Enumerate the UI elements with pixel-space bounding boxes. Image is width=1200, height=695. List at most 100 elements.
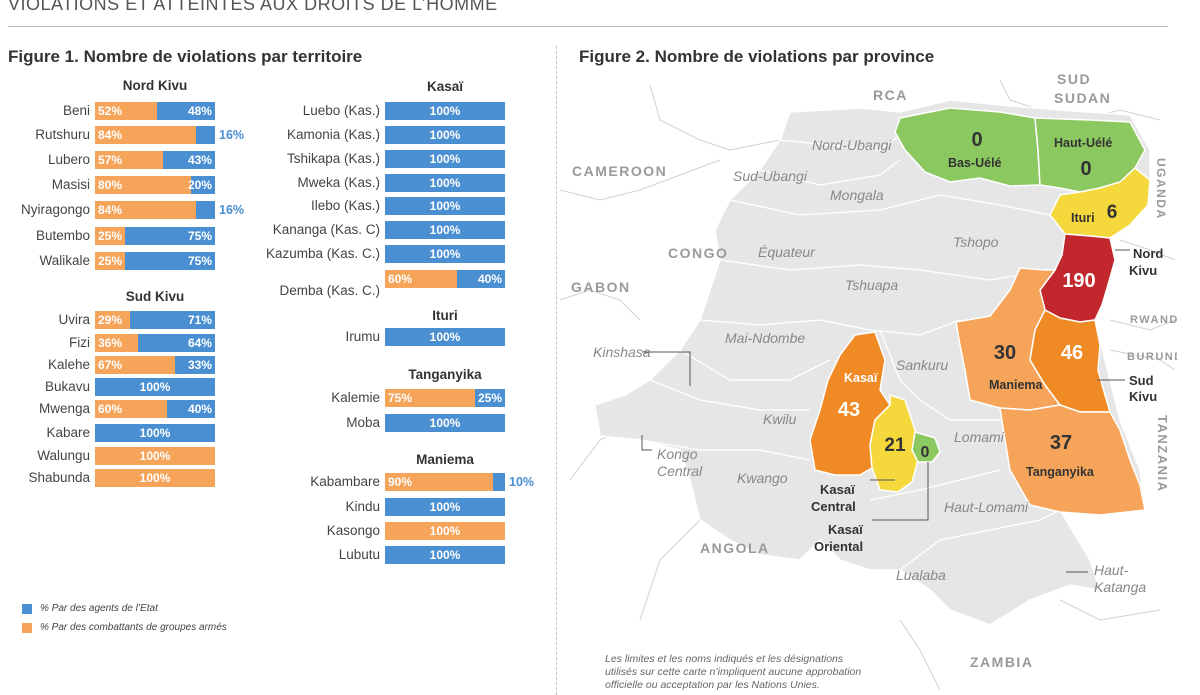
- callout-lines: [641, 249, 1130, 573]
- bar-value-state-agents: 100%: [429, 416, 461, 430]
- bar-segment-state-agents: 100%: [385, 498, 505, 516]
- stacked-bar: 29% 71%: [95, 311, 215, 329]
- territory-label: Irumu: [345, 329, 380, 344]
- bar-segment-armed-groups: 75%: [385, 389, 475, 407]
- label-lomami: Lomami: [954, 429, 1005, 445]
- bar-segment-armed-groups: 67%: [95, 356, 176, 374]
- stacked-bar: 100%: [385, 522, 505, 540]
- bar-value-state-agents: 75%: [187, 229, 212, 243]
- stacked-bar: 57% 43%: [95, 151, 215, 169]
- bar-segment-armed-groups: 84%: [95, 201, 196, 219]
- bar-segment-state-agents: 100%: [385, 197, 505, 215]
- country-rca: RCA: [873, 87, 908, 103]
- province-name-labels: Bas-Uélé Haut-Uélé Ituri Maniema Tangany…: [844, 136, 1112, 479]
- bar-segment-state-agents: 48%: [157, 102, 215, 120]
- territory-label: Luebo (Kas.): [302, 103, 380, 118]
- bar-value-armed-groups: 84%: [98, 128, 123, 142]
- province-kasai-oriental: [911, 431, 941, 463]
- territory-label: Nyiragongo: [20, 202, 90, 217]
- stacked-bar: 80% 20%: [95, 176, 215, 194]
- stacked-bar: 25% 75%: [95, 252, 215, 270]
- territory-label: Walikale: [39, 253, 90, 268]
- bar-segment-armed-groups: 25%: [95, 252, 125, 270]
- bar-value-state-agents: 100%: [429, 199, 461, 213]
- bar-value-state-agents: 33%: [187, 358, 212, 372]
- province-tanganyika: [999, 404, 1146, 516]
- callout-labels: Nord Kivu Sud Kivu Kasaï Central Kasaï O…: [811, 246, 1163, 554]
- bar-value-armed-groups: 60%: [98, 402, 123, 416]
- bar-value-state-agents: 100%: [429, 152, 461, 166]
- bar-value-state-agents: 64%: [187, 336, 212, 350]
- bar-segment-state-agents: 40%: [457, 270, 505, 288]
- country-labels: RCA SUD SUDAN CAMEROON CONGO GABON ANGOL…: [571, 71, 1177, 670]
- bar-value-state-agents: 100%: [429, 223, 461, 237]
- callout-kasai-o: Kasaï: [828, 522, 863, 537]
- disclaimer-line-3: officielle ou acceptation par les Nation…: [605, 679, 820, 691]
- bar-value-state-agents: 100%: [429, 104, 461, 118]
- stacked-bar: 100%: [385, 102, 505, 120]
- bar-value-armed-groups: 80%: [98, 178, 123, 192]
- bar-value-state-agents: 10%: [509, 475, 535, 489]
- territory-label: Fizi: [69, 335, 90, 350]
- bar-segment-armed-groups: 100%: [95, 469, 215, 487]
- territory-label: Kazumba (Kas. C.): [265, 246, 380, 261]
- country-rwanda: RWANDA: [1130, 314, 1177, 326]
- bar-value-state-agents: 100%: [429, 128, 461, 142]
- stacked-bar: 60% 40%: [95, 400, 215, 418]
- label-tshuapa: Tshuapa: [845, 277, 898, 293]
- bar-value-state-agents: 100%: [429, 548, 461, 562]
- bar-value-state-agents: 100%: [139, 380, 171, 394]
- callout-kasai-c: Kasaï: [820, 482, 855, 497]
- stacked-bar: 100%: [385, 414, 505, 432]
- stacked-bar: 100%: [385, 498, 505, 516]
- bar-value-armed-groups: 60%: [388, 272, 413, 286]
- label-kwilu: Kwilu: [763, 411, 797, 427]
- territory-label: Shabunda: [28, 470, 90, 485]
- bar-segment-state-agents: 100%: [385, 328, 505, 346]
- legend-label-armed-groups: % Par des combattants de groupes armés: [40, 622, 227, 633]
- territory-label: Butembo: [35, 228, 90, 243]
- bar-value-state-agents: 100%: [139, 426, 171, 440]
- bar-segment-state-agents: [195, 201, 215, 219]
- figure1-bar-chart: Nord Kivu Beni 52% 48% Rutshuru 84% 16% Lubero 5…: [0, 0, 556, 695]
- bar-segment-armed-groups: 100%: [95, 447, 215, 465]
- legend-label-state-agents: % Par des agents de l’Etat: [40, 603, 158, 614]
- territory-label: Uvira: [58, 312, 90, 327]
- stacked-bar: 100%: [385, 546, 505, 564]
- stacked-bar: 36% 64%: [95, 334, 215, 352]
- province-bas-uele: [894, 107, 1041, 187]
- disclaimer-line-1: Les limites et les noms indiqués et les …: [605, 653, 844, 665]
- territory-label: Kananga (Kas. C): [272, 222, 380, 237]
- bar-segment-armed-groups: 84%: [95, 126, 196, 144]
- map-disclaimer: Les limites et les noms indiqués et les …: [605, 653, 861, 691]
- bar-value-state-agents: 71%: [187, 313, 212, 327]
- bar-value-state-agents: 16%: [219, 128, 245, 142]
- label-central: Central: [657, 463, 703, 479]
- bar-segment-state-agents: 33%: [175, 356, 215, 374]
- territory-label: Mwenga: [38, 401, 90, 416]
- bar-value-state-agents: 16%: [219, 203, 245, 217]
- territory-label: Ilebo (Kas.): [310, 198, 380, 213]
- territory-label: Tshikapa (Kas.): [286, 151, 380, 166]
- territory-label: Kabambare: [310, 474, 380, 489]
- country-gabon: GABON: [571, 279, 631, 295]
- label-katanga: Katanga: [1094, 579, 1146, 595]
- group-title: Ituri: [432, 308, 458, 323]
- bar-value-state-agents: 100%: [429, 176, 461, 190]
- stacked-bar: 84%: [95, 201, 215, 219]
- bar-segment-armed-groups: 36%: [95, 334, 139, 352]
- bar-value-state-agents: 40%: [477, 272, 502, 286]
- disclaimer-line-2: utilisés sur cette carte n’impliquent au…: [605, 666, 861, 678]
- label-lualaba: Lualaba: [896, 567, 946, 583]
- bar-value-armed-groups: 90%: [388, 475, 413, 489]
- label-tshopo: Tshopo: [953, 234, 999, 250]
- label-nord-ubangi: Nord-Ubangi: [812, 137, 892, 153]
- bar-segment-state-agents: 100%: [95, 424, 215, 442]
- value-kasai-oriental: 0: [921, 444, 930, 461]
- value-kasai-central: 21: [884, 435, 906, 456]
- territory-label: Lubero: [47, 152, 90, 167]
- leader-kinshasa: [642, 351, 691, 386]
- bar-segment-armed-groups: 100%: [385, 522, 505, 540]
- page-header: VIOLATIONS ET ATTEINTES AUX DROITS DE L’…: [8, 0, 498, 14]
- bar-value-armed-groups: 52%: [98, 104, 123, 118]
